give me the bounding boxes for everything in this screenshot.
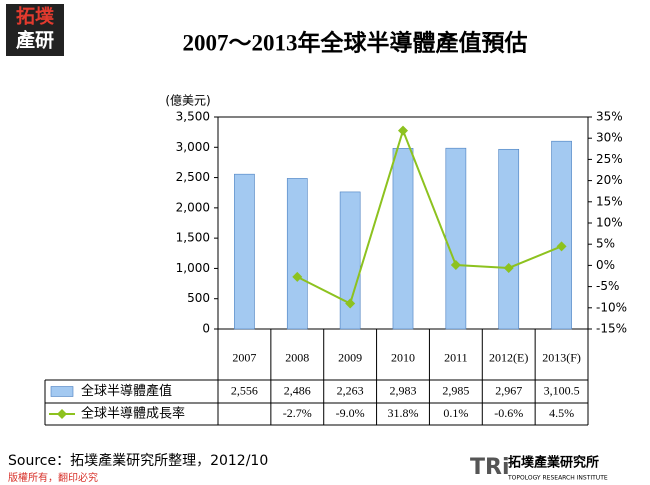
y-tick-label: 500 [187, 291, 210, 305]
y-tick-label: 0 [202, 322, 210, 336]
y-axis-label: (億美元) [165, 94, 210, 108]
marker [503, 262, 514, 273]
bar [498, 148, 520, 330]
y2-tick-label: 5% [596, 237, 615, 251]
bar [339, 191, 361, 330]
table-value: 0.1% [443, 406, 468, 420]
table-value: -9.0% [336, 406, 365, 420]
x-tick-label: 2009 [338, 350, 362, 364]
bar [286, 178, 308, 330]
marker [292, 271, 303, 282]
marker [345, 298, 356, 309]
y2-tick-label: -5% [596, 279, 619, 293]
bar [445, 147, 467, 330]
logo-text: 產研 [16, 28, 54, 51]
x-tick-label: 2012(E) [489, 350, 528, 364]
line [296, 127, 562, 305]
logo-text: 拓墣 [16, 4, 54, 27]
legend-label: 全球半導體成長率 [81, 406, 185, 422]
bar [551, 140, 572, 330]
bar [234, 173, 255, 330]
x-tick-label: 2013(F) [542, 350, 581, 364]
table-value: 3,100.5 [544, 383, 580, 397]
marker [556, 241, 567, 252]
bar [392, 148, 414, 330]
y2-tick-label: -15% [596, 322, 627, 336]
marker [450, 259, 461, 270]
table-value: 31.8% [388, 406, 419, 420]
chart-title: 2007～2013年全球半導體產值預估 [183, 29, 528, 55]
y-tick-label: 2,000 [176, 200, 210, 214]
y-tick-label: 3,000 [176, 140, 210, 154]
table-value: 2,983 [390, 383, 417, 397]
y-tick-label: 1,500 [176, 231, 210, 245]
brand-name: 拓墣產業研究所 [508, 455, 599, 471]
y-tick-label: 1,000 [176, 261, 210, 275]
y2-tick-label: 15% [596, 194, 623, 208]
y-tick-label: 3,500 [176, 110, 210, 124]
x-tick-label: 2010 [391, 350, 415, 364]
source: Source：拓墣產業研究所整理，2012/10 [8, 452, 268, 469]
legend-swatch [50, 386, 74, 397]
table-value: 4.5% [549, 406, 574, 420]
table-value: 2,556 [231, 383, 258, 397]
brand: TRi [470, 455, 510, 480]
marker [398, 125, 408, 136]
table-value: 2,263 [337, 383, 364, 397]
logo-box [6, 4, 64, 56]
y2-tick-label: 0% [596, 258, 615, 272]
y-tick-label: 2,500 [176, 170, 210, 184]
x-tick-label: 2011 [444, 350, 468, 364]
x-tick-label: 2007 [232, 350, 256, 364]
table-value: 2,985 [442, 383, 469, 397]
y2-tick-label: -10% [596, 300, 627, 314]
x-tick-label: 2008 [285, 350, 309, 364]
y2-tick-label: 30% [596, 131, 623, 145]
y2-tick-label: 20% [596, 173, 623, 187]
y2-tick-label: 25% [596, 152, 623, 166]
y2-tick-label: 10% [596, 216, 623, 230]
legend-label: 全球半導體產值 [81, 383, 172, 399]
table-value: 2,967 [495, 383, 522, 397]
legend-marker [57, 409, 67, 419]
y2-tick-label: 35% [596, 110, 623, 124]
table-value: -0.6% [494, 406, 523, 420]
table-value: 2,486 [284, 383, 311, 397]
brand-en: TOPOLOGY RESEARCH INSTITUTE [507, 475, 608, 482]
table-value: -2.7% [283, 406, 312, 420]
copyright: 版權所有，翻印必究 [8, 471, 98, 484]
